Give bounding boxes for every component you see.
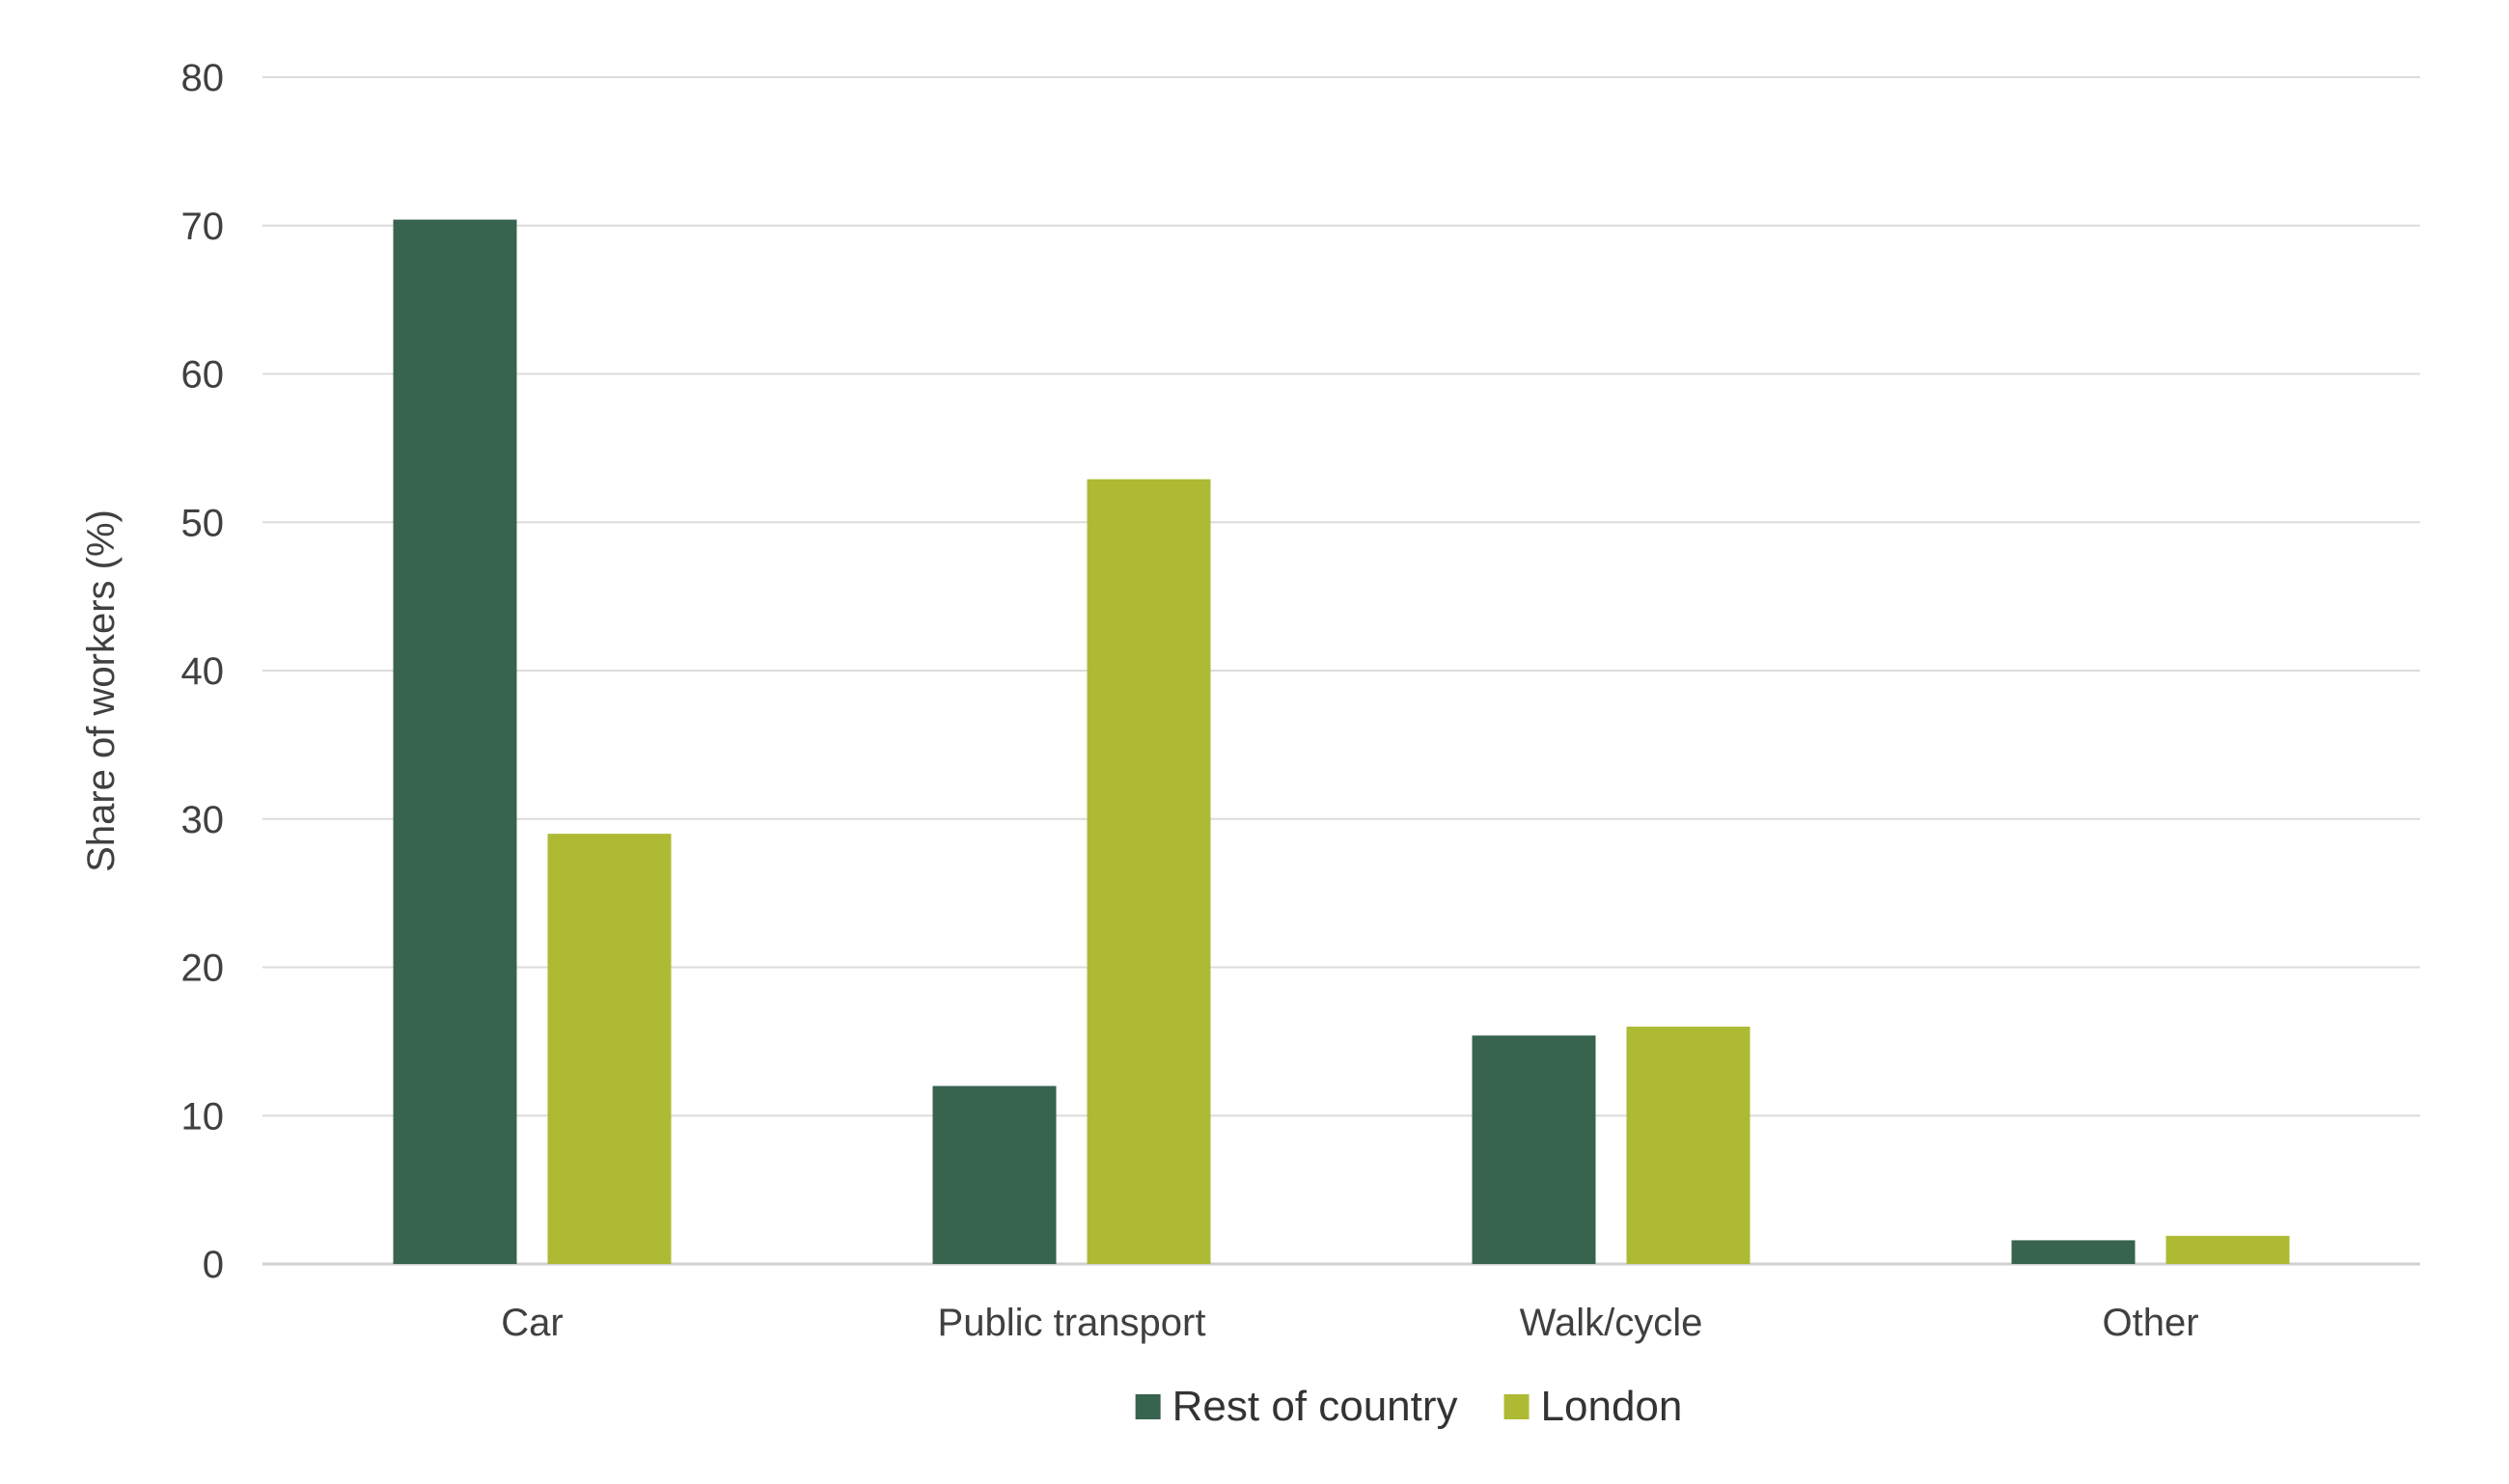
bar-london	[1626, 1027, 1751, 1264]
legend-label: London	[1541, 1383, 1683, 1430]
y-tick-label: 60	[181, 354, 225, 397]
y-axis-ticks: 0 10 20 30 40 50 60 70 80	[181, 57, 225, 1286]
y-tick-label: 50	[181, 502, 225, 544]
x-tick-label: Other	[2102, 1302, 2198, 1344]
y-axis-title: Share of workers (%)	[80, 509, 123, 872]
bar-london	[547, 834, 672, 1264]
legend-swatch	[1135, 1394, 1161, 1419]
bar-london	[2165, 1235, 2290, 1264]
bar-rest-of-country	[1472, 1035, 1596, 1264]
legend-item: Rest of country	[1135, 1383, 1458, 1430]
y-tick-label: 20	[181, 948, 225, 990]
bar-london	[1087, 479, 1211, 1265]
y-tick-label: 0	[203, 1244, 224, 1286]
bar-rest-of-country	[932, 1086, 1057, 1264]
y-tick-label: 70	[181, 206, 225, 248]
y-tick-label: 30	[181, 799, 225, 841]
legend: Rest of country London	[1135, 1383, 1683, 1430]
bar-rest-of-country	[393, 219, 517, 1265]
x-tick-label: Walk/cycle	[1520, 1302, 1703, 1344]
x-tick-label: Car	[501, 1302, 563, 1344]
y-tick-label: 40	[181, 650, 225, 693]
bar-rest-of-country	[2011, 1240, 2136, 1264]
x-tick-label: Public transport	[938, 1302, 1206, 1344]
legend-swatch	[1503, 1394, 1530, 1419]
legend-label: Rest of country	[1172, 1383, 1458, 1430]
y-tick-label: 80	[181, 57, 225, 99]
legend-item: London	[1503, 1383, 1683, 1430]
x-axis-ticks: Car Public transport Walk/cycle Other	[501, 1302, 2198, 1344]
bars	[393, 219, 2290, 1265]
y-tick-label: 10	[181, 1095, 225, 1138]
